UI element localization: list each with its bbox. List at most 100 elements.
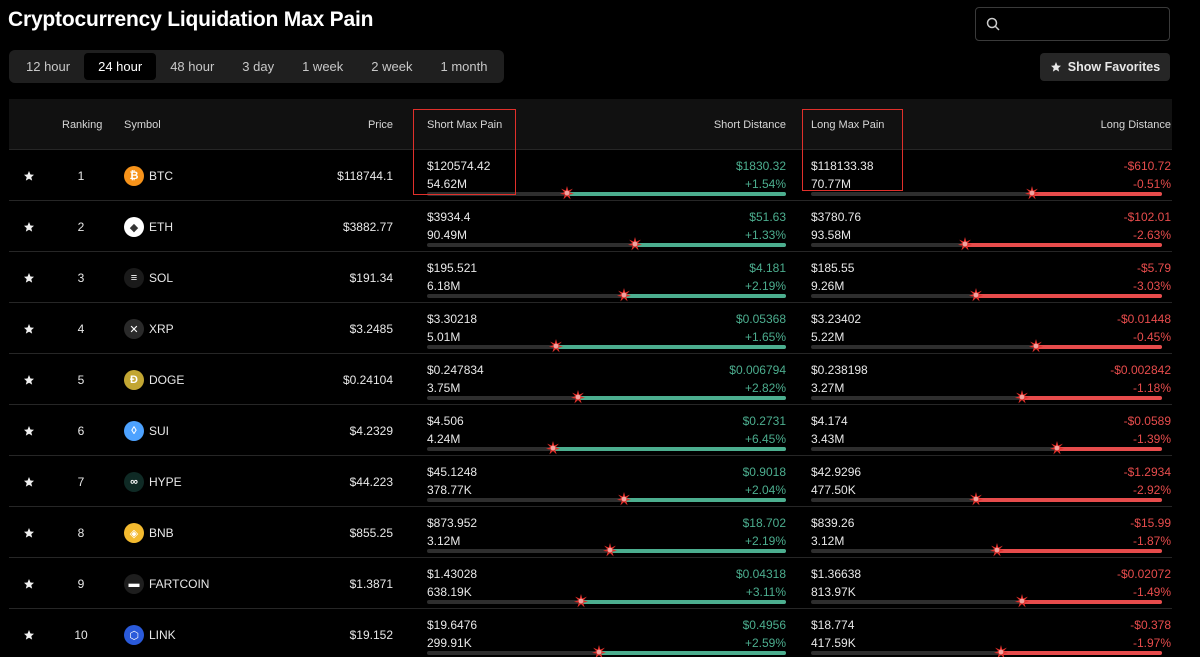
long-distance-cell: -$15.99 -1.87% [1130, 514, 1172, 550]
long-max-pain-cell: $3.23402 5.22M [811, 310, 861, 346]
long-distance-value: -$0.0589 [1123, 414, 1171, 428]
short-distance-cell: $0.4956 +2.59% [743, 616, 786, 652]
burst-marker-icon [958, 237, 973, 251]
short-max-pain-price: $0.247834 [427, 363, 484, 377]
search-input[interactable] [1006, 12, 1161, 36]
show-favorites-button[interactable]: Show Favorites [1040, 53, 1170, 81]
short-distance-value: $0.4956 [742, 618, 786, 632]
long-distance-percent: -1.97% [1132, 636, 1171, 650]
long-max-pain-cell: $1.36638 813.97K [811, 565, 861, 601]
short-max-pain-amount: 299.91K [427, 636, 472, 650]
table-row[interactable]: 8 ◈ BNB $855.25 $873.952 3.12M $18.702 +2.19% $8… [9, 507, 1172, 558]
tab-1-week[interactable]: 1 week [302, 59, 344, 74]
favorite-star-icon[interactable] [23, 170, 35, 182]
long-max-pain-cell: $18.774 417.59K [811, 616, 856, 652]
symbol-label[interactable]: BTC [149, 169, 173, 183]
favorite-star-icon[interactable] [23, 629, 35, 641]
short-max-pain-amount: 3.12M [427, 534, 461, 548]
header-long-distance[interactable]: Long Distance [1100, 119, 1171, 131]
short-distance-cell: $1830.32 +1.54% [736, 157, 786, 193]
long-distance-bar [811, 492, 1162, 506]
table-row[interactable]: 5 Ð DOGE $0.24104 $0.247834 3.75M $0.006794 +2.… [9, 354, 1172, 405]
favorite-star-icon[interactable] [23, 374, 35, 386]
header-ranking[interactable]: Ranking [62, 119, 103, 131]
header-price[interactable]: Price [367, 119, 393, 131]
header-symbol[interactable]: Symbol [124, 119, 161, 131]
long-distance-bar-fill [965, 243, 1162, 247]
table-row[interactable]: 2 ◆ ETH $3882.77 $3934.4 90.49M $51.63 +1.33% $3… [9, 201, 1172, 252]
short-distance-percent: +6.45% [744, 432, 786, 446]
long-distance-bar [811, 288, 1162, 302]
short-distance-value: $18.702 [742, 516, 786, 530]
short-distance-percent: +2.19% [744, 534, 786, 548]
symbol-label[interactable]: SUI [149, 424, 170, 438]
table-row[interactable]: 6 ◊ SUI $4.2329 $4.506 4.24M $0.2731 +6.45% $4.1… [9, 405, 1172, 456]
table-row[interactable]: 10 ⬡ LINK $19.152 $19.6476 299.91K $0.4956 +2.5… [9, 609, 1172, 657]
header-long-max-pain[interactable]: Long Max Pain [811, 119, 885, 131]
long-distance-value: -$0.02072 [1116, 567, 1171, 581]
short-distance-bar [427, 441, 786, 455]
search-box[interactable] [975, 7, 1170, 41]
short-max-pain-cell: $0.247834 3.75M [427, 361, 484, 397]
header-short-distance[interactable]: Short Distance [713, 119, 786, 131]
short-distance-bar-fill [624, 294, 786, 298]
short-distance-percent: +2.82% [744, 381, 786, 395]
favorite-star-icon[interactable] [23, 323, 35, 335]
tab-3-day[interactable]: 3 day [242, 59, 275, 74]
favorite-star-icon[interactable] [23, 221, 35, 233]
symbol-label[interactable]: BNB [149, 526, 174, 540]
short-distance-bar-fill [556, 345, 786, 349]
table-row[interactable]: 3 ≡ SOL $191.34 $195.521 6.18M $4.181 +2.19% $18… [9, 252, 1172, 303]
long-max-pain-price: $185.55 [811, 261, 855, 275]
price-value: $0.24104 [342, 373, 393, 387]
header-short-max-pain[interactable]: Short Max Pain [427, 119, 503, 131]
short-distance-bar-fill [599, 651, 786, 655]
table-row[interactable]: 9 ▬ FARTCOIN $1.3871 $1.43028 638.19K $0.04318… [9, 558, 1172, 609]
rank-value: 6 [77, 424, 85, 438]
symbol-label[interactable]: FARTCOIN [149, 577, 210, 591]
table-row[interactable]: 7 ∞ HYPE $44.223 $45.1248 378.77K $0.9018 +2.04… [9, 456, 1172, 507]
short-distance-value: $4.181 [749, 261, 786, 275]
burst-marker-icon [603, 543, 618, 557]
short-distance-percent: +2.19% [744, 279, 786, 293]
short-max-pain-price: $3934.4 [427, 210, 471, 224]
rank-value: 8 [77, 526, 85, 540]
tab-1-month[interactable]: 1 month [440, 59, 488, 74]
long-max-pain-cell: $3780.76 93.58M [811, 208, 861, 244]
symbol-label[interactable]: HYPE [149, 475, 182, 489]
favorite-star-icon[interactable] [23, 578, 35, 590]
short-distance-cell: $18.702 +2.19% [743, 514, 786, 550]
coin-icon: ✕ [124, 319, 144, 339]
short-distance-cell: $0.006794 +2.82% [729, 361, 786, 397]
coin-icon: ◈ [124, 523, 144, 543]
short-distance-cell: $0.9018 +2.04% [743, 463, 786, 499]
tab-48-hour[interactable]: 48 hour [170, 59, 215, 74]
long-distance-value: -$15.99 [1130, 516, 1171, 530]
short-distance-value: $0.006794 [729, 363, 786, 377]
short-distance-bar [427, 390, 786, 404]
favorite-star-icon[interactable] [23, 527, 35, 539]
tab-12-hour[interactable]: 12 hour [26, 59, 71, 74]
short-distance-cell: $51.63 +1.33% [745, 208, 786, 244]
symbol-label[interactable]: DOGE [149, 373, 185, 387]
short-distance-bar-fill [610, 549, 786, 553]
symbol-label[interactable]: SOL [149, 271, 174, 285]
symbol-label[interactable]: XRP [149, 322, 174, 336]
short-max-pain-amount: 4.24M [427, 432, 461, 446]
table-row[interactable]: 4 ✕ XRP $3.2485 $3.30218 5.01M $0.05368 +1.65% $… [9, 303, 1172, 354]
tab-24-hour[interactable]: 24 hour [84, 53, 157, 80]
coin-icon: ⬡ [124, 625, 144, 645]
favorite-star-icon[interactable] [23, 272, 35, 284]
burst-marker-icon [968, 288, 983, 302]
table-row[interactable]: 1 ₿ BTC $118744.1 $120574.42 54.62M $1830.32 +1… [9, 150, 1172, 201]
symbol-label[interactable]: LINK [149, 628, 176, 642]
symbol-label[interactable]: ETH [149, 220, 173, 234]
favorite-star-icon[interactable] [23, 476, 35, 488]
tab-2-week[interactable]: 2 week [371, 59, 413, 74]
long-distance-value: -$0.01448 [1116, 312, 1171, 326]
short-max-pain-cell: $1.43028 638.19K [427, 565, 477, 601]
rank-value: 9 [77, 577, 85, 591]
favorite-star-icon[interactable] [23, 425, 35, 437]
long-distance-percent: -0.45% [1132, 330, 1171, 344]
coin-icon: ◆ [124, 217, 144, 237]
